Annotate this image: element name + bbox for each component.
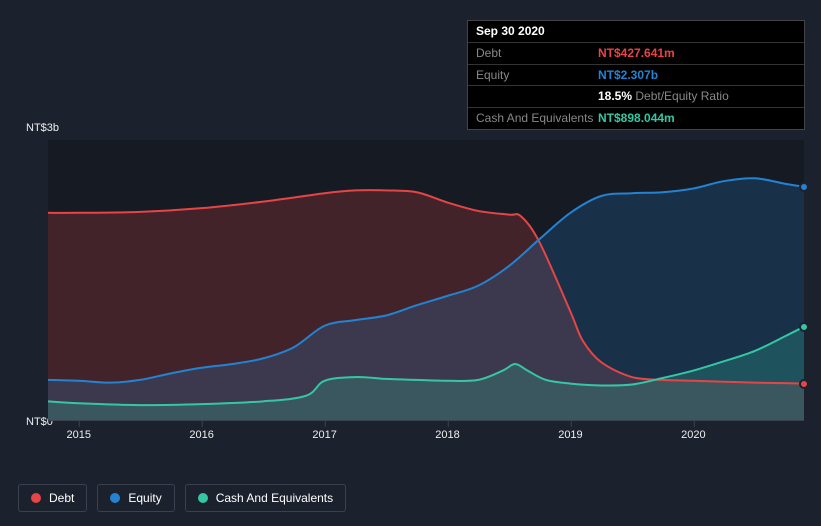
tooltip-label: Cash And Equivalents [476, 110, 598, 127]
tooltip-date: Sep 30 2020 [468, 21, 804, 43]
tooltip-row-ratio: 18.5% Debt/Equity Ratio [468, 86, 804, 108]
y-axis-label-max: NT$3b [26, 122, 59, 134]
legend-item-cash[interactable]: Cash And Equivalents [185, 484, 346, 512]
tooltip-suffix: Debt/Equity Ratio [635, 89, 728, 103]
series-marker-icon [799, 182, 809, 192]
x-axis-tick: 2018 [435, 429, 459, 441]
legend-item-equity[interactable]: Equity [97, 484, 174, 512]
legend-label: Debt [49, 491, 74, 505]
tooltip-value: NT$2.307b [598, 67, 658, 84]
tooltip-value: 18.5% [598, 89, 632, 103]
chart-svg [48, 140, 804, 420]
area-chart[interactable]: NT$3b NT$0 201520162017201820192020 [18, 120, 804, 440]
hover-tooltip: Sep 30 2020 Debt NT$427.641m Equity NT$2… [467, 20, 805, 130]
legend-label: Cash And Equivalents [216, 491, 333, 505]
x-axis-tick: 2017 [312, 429, 336, 441]
tooltip-value: NT$427.641m [598, 45, 675, 62]
series-marker-icon [799, 322, 809, 332]
tooltip-row-cash: Cash And Equivalents NT$898.044m [468, 108, 804, 129]
legend-label: Equity [128, 491, 161, 505]
tooltip-row-debt: Debt NT$427.641m [468, 43, 804, 65]
tooltip-row-equity: Equity NT$2.307b [468, 65, 804, 87]
legend-dot-icon [31, 493, 41, 503]
tooltip-label [476, 88, 598, 105]
legend-dot-icon [110, 493, 120, 503]
x-axis-tick: 2016 [189, 429, 213, 441]
series-marker-icon [799, 379, 809, 389]
tooltip-value: NT$898.044m [598, 110, 675, 127]
legend-dot-icon [198, 493, 208, 503]
x-axis: 2015 2016 2017 2018 2019 2020 [48, 420, 804, 450]
x-axis-tick: 2019 [558, 429, 582, 441]
tooltip-label: Equity [476, 67, 598, 84]
x-axis-tick: 2020 [681, 429, 705, 441]
legend-item-debt[interactable]: Debt [18, 484, 87, 512]
tooltip-label: Debt [476, 45, 598, 62]
x-axis-tick: 2015 [66, 429, 90, 441]
legend: Debt Equity Cash And Equivalents [18, 484, 346, 512]
plot-area[interactable] [48, 140, 804, 420]
